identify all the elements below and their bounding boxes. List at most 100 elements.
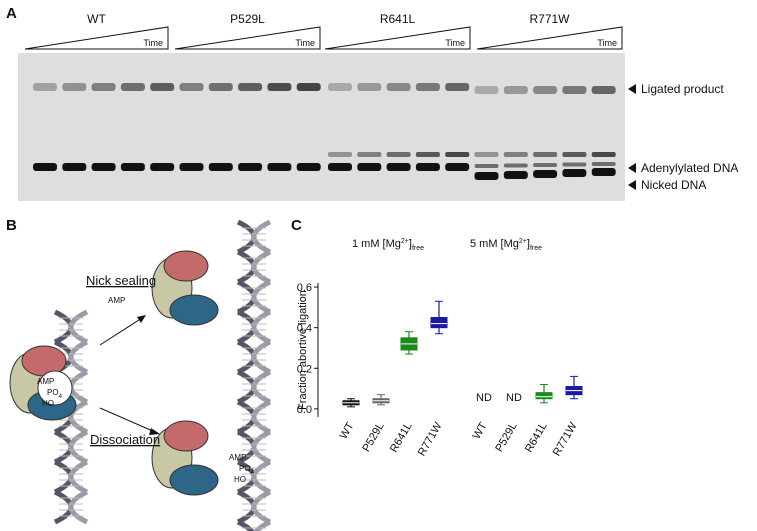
y-tick-label: 0.0	[297, 404, 312, 416]
band	[386, 163, 411, 171]
dna-strand	[251, 489, 272, 525]
band	[150, 83, 175, 91]
y-tick-label: 0.4	[297, 323, 312, 335]
dna-strand	[68, 399, 89, 435]
dna-strand	[251, 399, 272, 435]
time-wedge	[324, 26, 471, 50]
time-label: Time	[295, 38, 315, 48]
band	[267, 83, 292, 91]
x-tick-label: P529L	[493, 421, 519, 455]
band	[415, 152, 440, 157]
band	[445, 83, 470, 91]
dna-strand	[68, 489, 89, 525]
po-subscript: 4	[251, 470, 255, 476]
gel-bands	[33, 83, 616, 180]
band-label: Nicked DNA	[641, 178, 706, 192]
band	[533, 163, 558, 167]
band	[62, 163, 87, 171]
group-label-sub: free	[530, 245, 542, 252]
band	[474, 164, 499, 168]
amp-label: AMP	[108, 296, 125, 305]
band	[91, 83, 116, 91]
band	[591, 162, 616, 166]
dna-strand	[68, 309, 89, 345]
band	[533, 152, 558, 157]
protein-domain	[163, 250, 209, 282]
band	[415, 163, 440, 171]
band	[208, 83, 233, 91]
ho-label: HO	[42, 399, 54, 408]
group-label: 1 mM [Mg2+]free	[352, 238, 424, 252]
band	[179, 163, 204, 171]
arrowhead	[137, 315, 146, 323]
band	[357, 152, 382, 157]
x-tick-label: R641L	[388, 421, 415, 455]
band	[33, 163, 57, 171]
x-tick-label: P529L	[360, 421, 386, 455]
time-wedge	[24, 26, 169, 50]
time-label: Time	[445, 38, 465, 48]
band-arrow	[628, 84, 636, 94]
group-label-sub: free	[412, 245, 424, 252]
band	[503, 163, 528, 168]
band	[328, 152, 352, 157]
group-label-text: 5 mM [Mg	[470, 238, 519, 250]
group-label-text: 1 mM [Mg	[352, 238, 401, 250]
time-wedge	[476, 26, 623, 50]
active-site	[37, 370, 73, 406]
panel-letter: B	[6, 217, 17, 234]
band	[503, 86, 528, 94]
dna-strand	[251, 459, 272, 495]
band	[445, 152, 470, 157]
band	[328, 163, 352, 171]
band-label: Adenylylated DNA	[641, 161, 738, 175]
panel-letter: C	[291, 217, 302, 234]
dna-strand	[68, 459, 89, 495]
dna-strand	[251, 309, 272, 345]
band-arrow	[628, 163, 636, 173]
y-axis-label: Fraction abortive ligation	[297, 290, 309, 410]
dna-strand	[68, 339, 89, 375]
po-label: PO4	[47, 388, 63, 400]
group-label-sup: 2+	[519, 238, 527, 245]
protein-domain	[169, 294, 219, 326]
band	[562, 162, 587, 167]
band	[415, 83, 440, 91]
arrow	[99, 407, 156, 433]
band	[562, 152, 587, 157]
band	[120, 83, 145, 91]
band	[238, 163, 263, 171]
band	[503, 152, 528, 157]
band	[357, 163, 382, 171]
group-label-sup: 2+	[401, 238, 409, 245]
dissociation-label: Dissociation	[90, 432, 160, 447]
value-label: ND	[476, 392, 492, 404]
x-tick-label: WT	[338, 420, 357, 441]
time-label: Time	[597, 38, 617, 48]
lane-group-label: P529L	[230, 12, 265, 26]
band	[386, 152, 411, 157]
po-label: PO4	[239, 464, 255, 476]
dna-strand	[251, 369, 272, 405]
dna-strand	[251, 279, 272, 315]
protein-domain	[163, 420, 209, 452]
band	[474, 86, 499, 94]
band	[150, 163, 175, 171]
dna-strand	[251, 429, 272, 465]
band	[296, 163, 321, 171]
band	[120, 163, 145, 171]
po-text: PO	[239, 464, 251, 473]
x-tick-label: R641L	[523, 421, 550, 455]
amp-label: AMP	[37, 377, 54, 386]
lane-group-label: R771W	[529, 12, 570, 26]
ho-label: HO	[234, 475, 246, 484]
band	[591, 152, 616, 157]
x-tick-label: R771W	[551, 420, 580, 458]
band	[179, 83, 204, 91]
dna-strand	[236, 519, 255, 531]
arrow	[99, 317, 143, 346]
group-label-text: ]	[409, 238, 412, 250]
box	[430, 317, 448, 329]
